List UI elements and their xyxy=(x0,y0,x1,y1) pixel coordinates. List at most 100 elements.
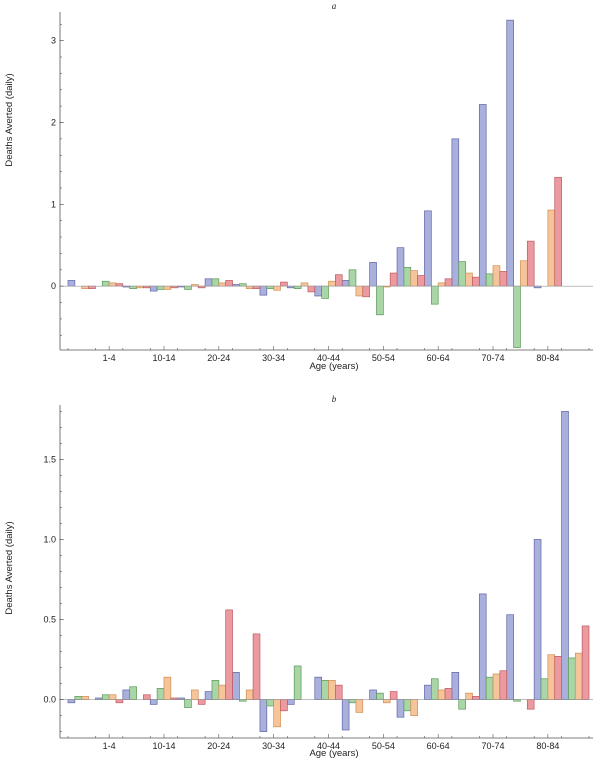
panel-a-bar-series-1-10-14 xyxy=(149,285,158,292)
panel-a-bar-series-2-35-39 xyxy=(293,285,302,289)
panel-a-bar-series-4-45-49 xyxy=(362,285,370,298)
panel-b-bar-series-2-70-74 xyxy=(485,676,494,700)
panel-b-bar-series-2-30-34 xyxy=(266,699,275,707)
panel-b-bar-series-3-80-84 xyxy=(547,654,556,700)
panel-b-bar-series-1-60-64 xyxy=(424,684,432,700)
panel-a-bar-series-2-70-74 xyxy=(485,273,494,287)
panel-a-x-tick-label: 30-34 xyxy=(262,353,285,363)
panel-a-x-axis-label: Age (years) xyxy=(309,361,358,372)
panel-b-bar-series-1-20-24 xyxy=(204,691,213,700)
panel-b-bar-series-1-10-14 xyxy=(149,699,158,705)
panel-a-bar-series-3-60-64 xyxy=(437,282,446,287)
panel-b-bar-series-3-70-74 xyxy=(492,673,501,700)
panel-b-bar-series-2-50-54 xyxy=(376,692,384,700)
panel-b-bar-series-3-<1 xyxy=(81,696,89,700)
panel-a-bar-series-1-70-74 xyxy=(478,104,487,287)
panel-b-bar-series-3-10-14 xyxy=(163,676,172,700)
panel-a-bar-series-2-5-9 xyxy=(129,285,137,289)
panel-b-y-axis-label: Deaths Averted (daily) xyxy=(4,521,15,614)
panel-b-bar-series-4-70-74 xyxy=(499,670,508,700)
panel-a-bar-series-1-40-44 xyxy=(314,285,323,297)
panel-a-bar-series-4-60-64 xyxy=(444,278,453,287)
panel-b-bar-series-2-65-69 xyxy=(458,699,466,710)
panel-a-x-ticks: 1-4 10-14 20-24 30-34 40-44 50-54 60-64 70-74 80… xyxy=(67,346,590,363)
panel-a-title: a xyxy=(332,1,337,11)
panel-a-bar-series-1-55-59 xyxy=(396,247,405,287)
panel-a-bar-series-3-20-24 xyxy=(218,282,227,287)
panel-b-bar-series-1-70-74 xyxy=(478,593,487,700)
panel-b-bar-series-2-80-84 xyxy=(540,678,549,700)
panel-b-bar-series-4-1-4 xyxy=(115,699,124,704)
panel-b-x-tick-label: 1-4 xyxy=(103,741,116,751)
panel-a-bar-series-4-35-39 xyxy=(307,285,316,293)
panel-a-bar-series-2-10-14 xyxy=(156,285,165,290)
panel-a-bar-series-1-65-69 xyxy=(451,138,460,287)
panel-a-bar-series-2-75-79 xyxy=(513,285,521,348)
panel-b-bar-series-4-15-19 xyxy=(197,699,206,705)
panel-b-bar-series-3-1-4 xyxy=(108,694,117,700)
panel-a-y-tick-label: 1 xyxy=(51,199,56,209)
panel-b-bar-series-1-65-69 xyxy=(451,672,460,700)
panel-a-bar-series-1-<1 xyxy=(67,280,76,287)
panel-a-x-tick-label: 20-24 xyxy=(207,353,230,363)
panel-a-bar-series-3-<1 xyxy=(81,285,89,289)
panel-b-bar-series-2-40-44 xyxy=(321,680,329,700)
panel-b-bar-series-4-75-79 xyxy=(526,699,535,710)
panel-b-x-tick-label: 70-74 xyxy=(482,741,505,751)
panel-b-bar-series-3-45-49 xyxy=(355,699,364,713)
panel-a-bar-series-4-75-79 xyxy=(526,240,535,287)
panel-a-bar-series-4-20-24 xyxy=(225,280,233,287)
panel-b-bar-series-1-<1 xyxy=(67,699,76,704)
panel-b-bar-series-1-45-49 xyxy=(341,699,350,731)
panel-b-bar-series-1-80-84 xyxy=(533,539,542,700)
panel-a-x-tick-label: 1-4 xyxy=(103,353,116,363)
panel-a-bar-series-2-60-64 xyxy=(430,285,439,305)
panel-b-bar-series-4-40-44 xyxy=(335,684,343,700)
panel-b-bar-series-1-30-34 xyxy=(259,699,268,732)
panel-b-bar-series-4-65-69 xyxy=(472,696,480,700)
panel-b-bar-series-1-25-29 xyxy=(232,672,240,700)
panel-b-bar-series-4-85+ xyxy=(581,625,590,700)
panel-a-bar-series-4-80-84 xyxy=(554,176,562,287)
panel-b-y-tick-label: 1.5 xyxy=(43,454,56,464)
panel-b-bar-series-2-5-9 xyxy=(129,686,137,700)
panel-b-bar-series-2-55-59 xyxy=(403,699,412,712)
panel-a-bar-series-1-30-34 xyxy=(259,285,268,296)
panel-a-bar-series-4-65-69 xyxy=(472,276,480,287)
panel-b-bar-series-1-50-54 xyxy=(369,689,377,700)
panel-a-bar-series-2-25-29 xyxy=(239,283,247,287)
panel-a-bar-series-3-1-4 xyxy=(108,282,117,287)
panel-b-x-tick-label: 50-54 xyxy=(372,741,395,751)
panel-a-bar-series-4-50-54 xyxy=(389,272,398,287)
panel-b-y-tick-label: 0.0 xyxy=(43,695,56,705)
panel-a-bar-series-1-45-49 xyxy=(341,280,350,287)
panel-b-title: b xyxy=(332,394,337,404)
panel-b-bar-series-1-5-9 xyxy=(122,689,131,700)
panel-b-bar-series-3-40-44 xyxy=(328,680,336,700)
panel-a-y-tick-label: 0 xyxy=(51,281,56,291)
panel-a-bars xyxy=(67,19,562,348)
panel-b-y-ticks: 0.0 0.5 1.0 1.5 xyxy=(43,411,64,732)
panel-b-bar-series-2-15-19 xyxy=(184,699,192,708)
panel-b-bar-series-3-55-59 xyxy=(410,699,418,716)
panel-a-bar-series-4-55-59 xyxy=(417,275,425,287)
panel-b-bar-series-2-60-64 xyxy=(430,678,439,700)
panel-b-bar-series-3-30-34 xyxy=(273,699,281,728)
panel-b-bar-series-2-<1 xyxy=(74,696,83,700)
panel-a-bar-series-4-1-4 xyxy=(115,283,124,287)
panel-a-bar-series-2-20-24 xyxy=(211,278,220,287)
panel-b-x-axis-label: Age (years) xyxy=(309,748,358,759)
panel-a-x-tick-label: 10-14 xyxy=(152,353,175,363)
panel-b-bar-series-2-45-49 xyxy=(348,699,357,704)
panel-a-bar-series-4-30-34 xyxy=(280,281,288,287)
panel-a-bar-series-3-10-14 xyxy=(163,285,172,290)
panel-b-bar-series-1-75-79 xyxy=(506,614,514,700)
panel-a-bar-series-3-75-79 xyxy=(520,260,528,287)
panel-a-bar-series-2-45-49 xyxy=(348,269,357,287)
panel-b-x-tick-label: 20-24 xyxy=(207,741,230,751)
panel-b-x-tick-label: 40-44 xyxy=(317,741,340,751)
panel-b-bar-series-1-40-44 xyxy=(314,676,323,700)
panel-a-bar-series-4-40-44 xyxy=(335,274,343,287)
panel-a-bar-series-2-30-34 xyxy=(266,285,275,289)
panel-b-bar-series-4-5-9 xyxy=(143,694,151,700)
